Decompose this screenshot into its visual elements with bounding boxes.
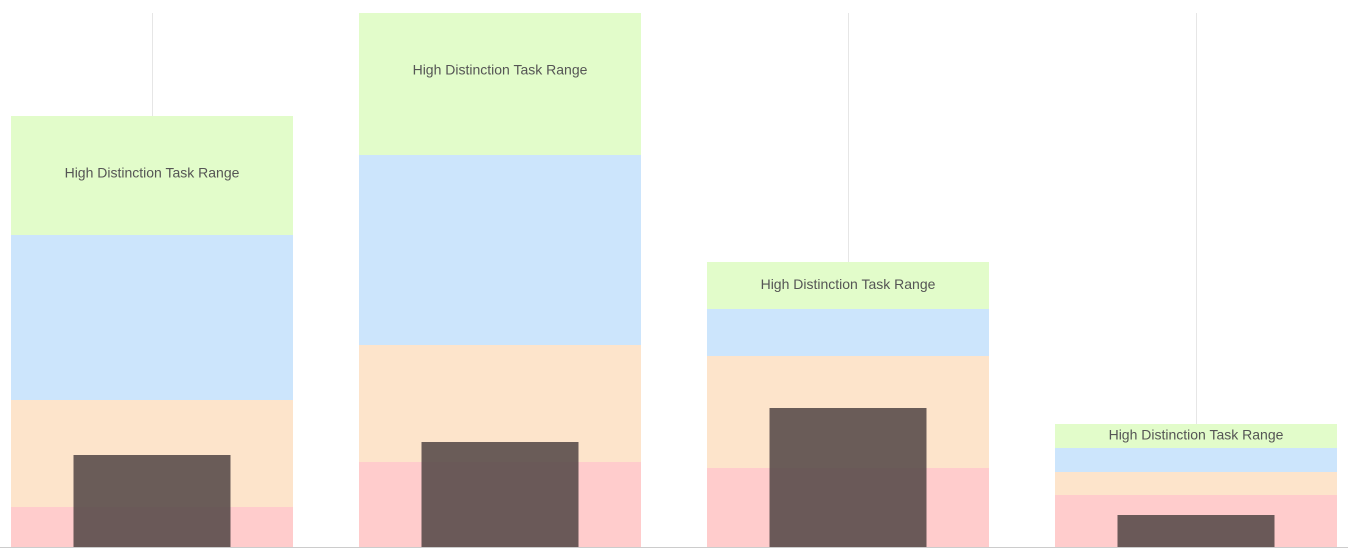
distinction-range-band <box>707 262 989 309</box>
chart-groups: High Distinction Task Range High Distinct… <box>11 13 1337 548</box>
credit-range-band <box>1055 448 1337 472</box>
distinction-range-band <box>11 116 293 235</box>
distinction-range-band <box>1055 424 1337 448</box>
value-bar <box>769 408 927 548</box>
bullet-group-2: High Distinction Task Range <box>359 13 641 548</box>
value-bar <box>1117 515 1275 548</box>
credit-range-band <box>11 235 293 400</box>
gridlines <box>152 13 1197 548</box>
band-label: High Distinction Task Range <box>1109 427 1284 443</box>
band-label: High Distinction Task Range <box>65 165 240 181</box>
value-bar <box>421 442 579 548</box>
pass-range-band <box>1055 472 1337 495</box>
bullet-group-1: High Distinction Task Range <box>11 116 293 548</box>
band-label: High Distinction Task Range <box>413 62 588 78</box>
distinction-range-band <box>359 13 641 155</box>
band-label: High Distinction Task Range <box>761 276 936 292</box>
value-bar <box>73 455 231 548</box>
credit-range-band <box>359 155 641 345</box>
credit-range-band <box>707 309 989 356</box>
bullet-group-3: High Distinction Task Range <box>707 262 989 548</box>
bullet-group-4: High Distinction Task Range <box>1055 424 1337 548</box>
